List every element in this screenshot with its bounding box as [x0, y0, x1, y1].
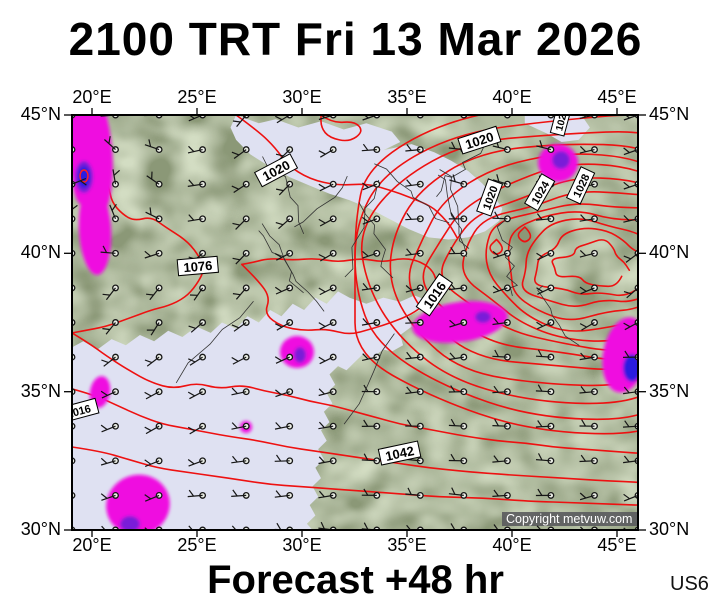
svg-text:30°N: 30°N [21, 519, 61, 539]
svg-text:20°E: 20°E [72, 535, 111, 555]
svg-text:30°E: 30°E [282, 535, 321, 555]
svg-text:25°E: 25°E [177, 535, 216, 555]
svg-text:45°E: 45°E [597, 87, 636, 107]
svg-text:45°N: 45°N [649, 104, 689, 124]
svg-text:35°E: 35°E [387, 535, 426, 555]
svg-text:30°N: 30°N [649, 519, 689, 539]
svg-text:1076: 1076 [183, 258, 213, 275]
svg-text:35°E: 35°E [387, 87, 426, 107]
svg-text:30°E: 30°E [282, 87, 321, 107]
svg-text:40°N: 40°N [21, 242, 61, 262]
svg-text:40°E: 40°E [492, 535, 531, 555]
svg-text:40°E: 40°E [492, 87, 531, 107]
svg-text:45°E: 45°E [597, 535, 636, 555]
svg-text:20°E: 20°E [72, 87, 111, 107]
svg-text:45°N: 45°N [21, 104, 61, 124]
svg-text:40°N: 40°N [649, 242, 689, 262]
svg-text:Copyright metvuw.com: Copyright metvuw.com [506, 512, 632, 526]
svg-text:35°N: 35°N [649, 381, 689, 401]
svg-text:35°N: 35°N [21, 381, 61, 401]
svg-text:25°E: 25°E [177, 87, 216, 107]
